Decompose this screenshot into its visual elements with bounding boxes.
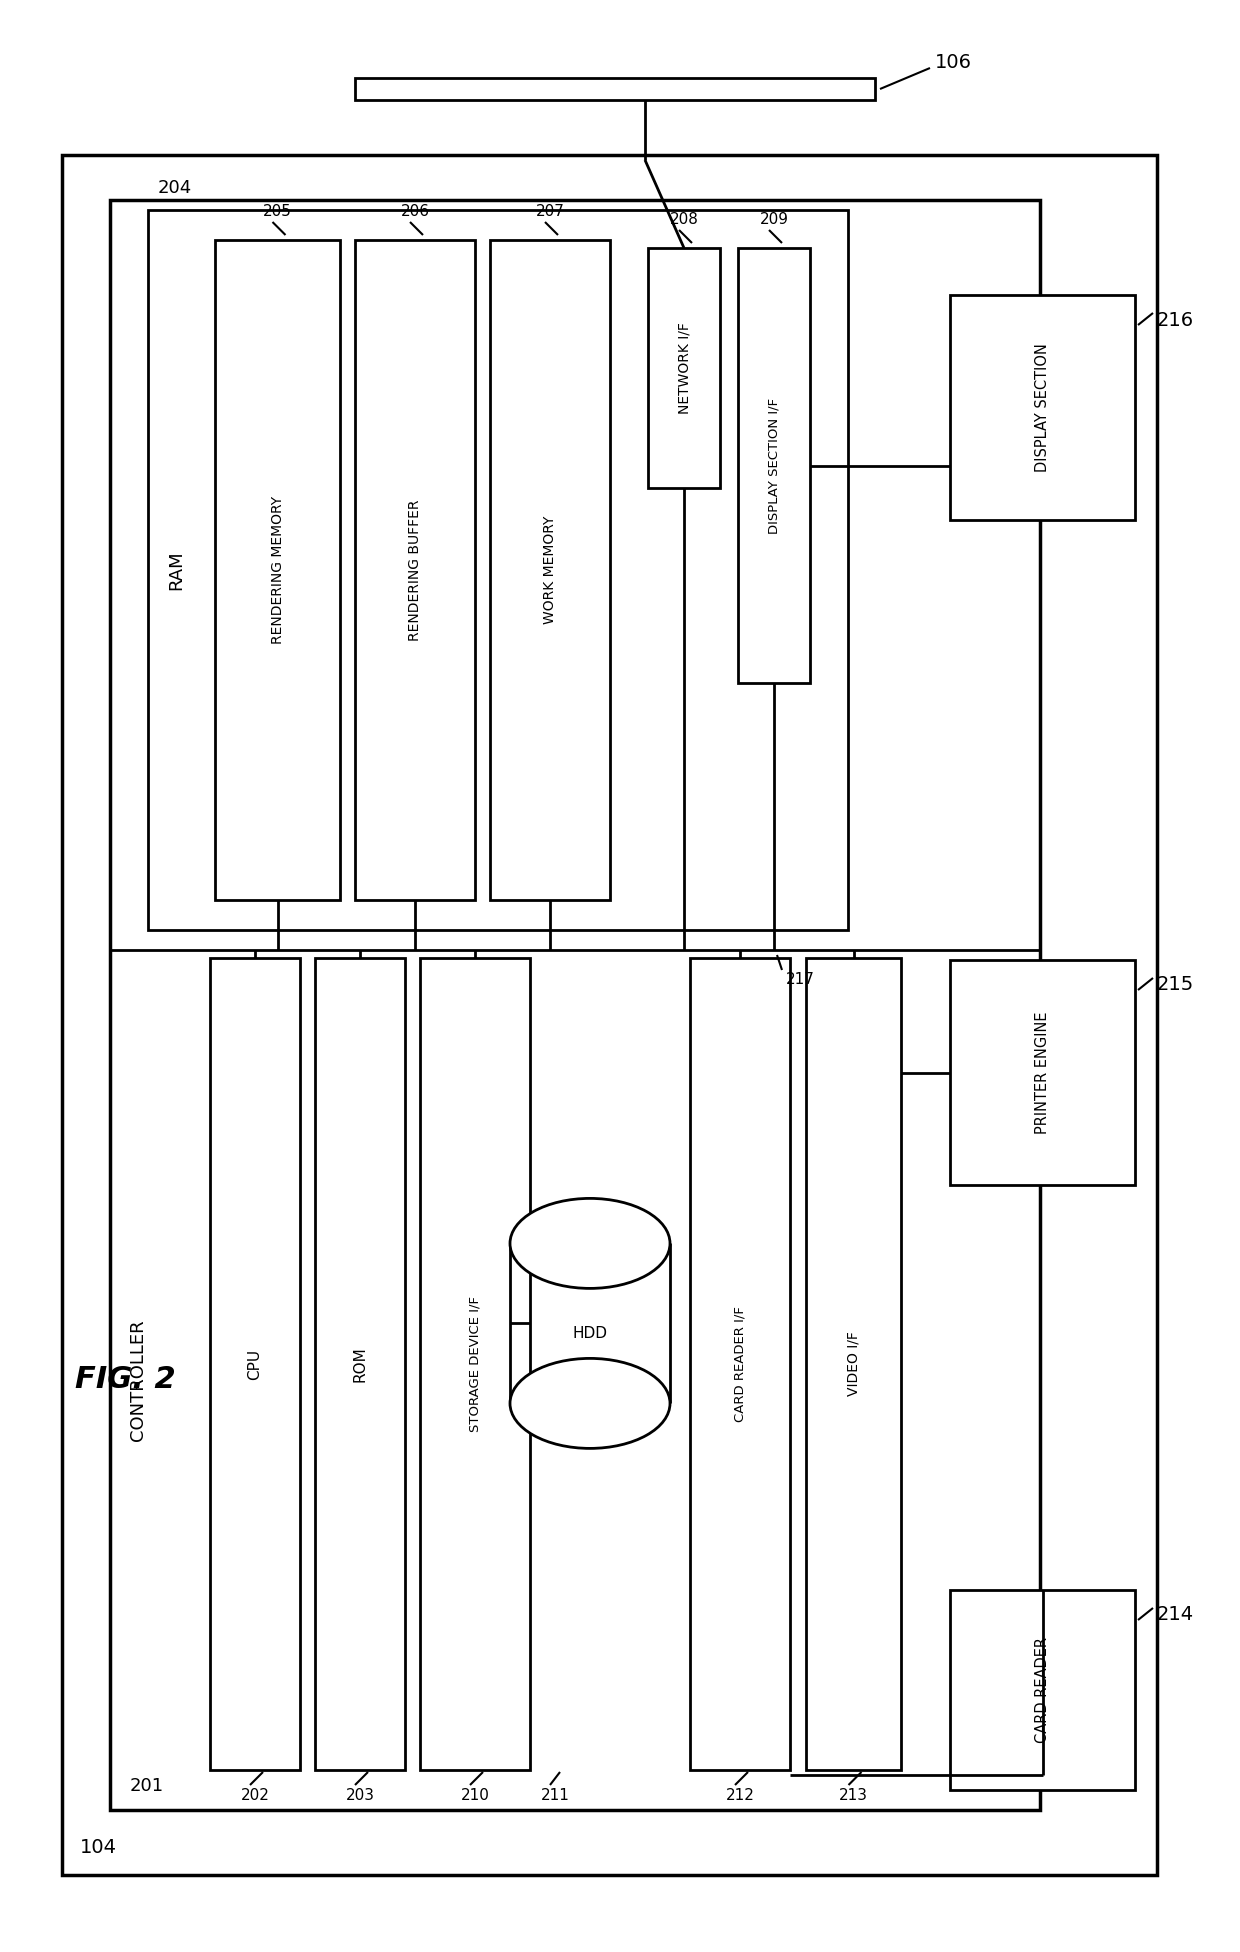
Bar bbox=[490, 240, 610, 900]
Bar bbox=[215, 240, 340, 900]
Bar bbox=[210, 958, 300, 1770]
Bar bbox=[689, 958, 790, 1770]
Text: CPU: CPU bbox=[248, 1349, 263, 1380]
Text: HDD: HDD bbox=[573, 1325, 608, 1341]
Text: 207: 207 bbox=[536, 205, 564, 219]
Text: 209: 209 bbox=[759, 213, 789, 228]
Text: 217: 217 bbox=[786, 972, 815, 988]
Text: 213: 213 bbox=[839, 1788, 868, 1802]
Text: CONTROLLER: CONTROLLER bbox=[129, 1320, 148, 1441]
Text: PRINTER ENGINE: PRINTER ENGINE bbox=[1035, 1011, 1050, 1134]
Text: 204: 204 bbox=[157, 180, 192, 197]
Bar bbox=[806, 958, 901, 1770]
Bar bbox=[110, 199, 1040, 1810]
Text: 203: 203 bbox=[346, 1788, 374, 1802]
Text: DISPLAY SECTION: DISPLAY SECTION bbox=[1035, 344, 1050, 472]
Text: 216: 216 bbox=[1157, 310, 1194, 330]
Text: STORAGE DEVICE I/F: STORAGE DEVICE I/F bbox=[469, 1296, 481, 1433]
Text: 106: 106 bbox=[935, 53, 972, 72]
Bar bbox=[420, 958, 529, 1770]
Text: CARD READER I/F: CARD READER I/F bbox=[734, 1306, 746, 1421]
Text: RENDERING MEMORY: RENDERING MEMORY bbox=[270, 496, 284, 644]
Text: ROM: ROM bbox=[352, 1347, 367, 1382]
Text: RAM: RAM bbox=[167, 550, 185, 590]
Bar bbox=[950, 960, 1135, 1185]
Bar bbox=[649, 248, 720, 488]
Text: 215: 215 bbox=[1157, 976, 1194, 994]
Text: 205: 205 bbox=[263, 205, 291, 219]
Text: 206: 206 bbox=[401, 205, 429, 219]
Bar bbox=[315, 958, 405, 1770]
Bar bbox=[355, 240, 475, 900]
Ellipse shape bbox=[510, 1199, 670, 1288]
Ellipse shape bbox=[510, 1359, 670, 1448]
Text: RENDERING BUFFER: RENDERING BUFFER bbox=[408, 500, 422, 640]
Text: DISPLAY SECTION I/F: DISPLAY SECTION I/F bbox=[768, 398, 780, 533]
Text: VIDEO I/F: VIDEO I/F bbox=[847, 1331, 861, 1396]
Bar bbox=[950, 1591, 1135, 1790]
Text: FIG. 2: FIG. 2 bbox=[74, 1366, 176, 1394]
Bar bbox=[148, 211, 848, 929]
Text: 202: 202 bbox=[241, 1788, 269, 1802]
Text: 214: 214 bbox=[1157, 1605, 1194, 1624]
Text: 104: 104 bbox=[81, 1839, 117, 1856]
Bar bbox=[738, 248, 810, 683]
Text: 212: 212 bbox=[725, 1788, 754, 1802]
Text: 211: 211 bbox=[541, 1788, 569, 1802]
Text: 201: 201 bbox=[130, 1776, 164, 1796]
Bar bbox=[355, 78, 875, 100]
Text: NETWORK I/F: NETWORK I/F bbox=[677, 322, 691, 414]
Text: 210: 210 bbox=[460, 1788, 490, 1802]
Text: WORK MEMORY: WORK MEMORY bbox=[543, 515, 557, 625]
Text: CARD READER: CARD READER bbox=[1035, 1638, 1050, 1743]
Text: 208: 208 bbox=[670, 213, 698, 228]
Bar bbox=[950, 295, 1135, 519]
Bar bbox=[62, 154, 1157, 1876]
